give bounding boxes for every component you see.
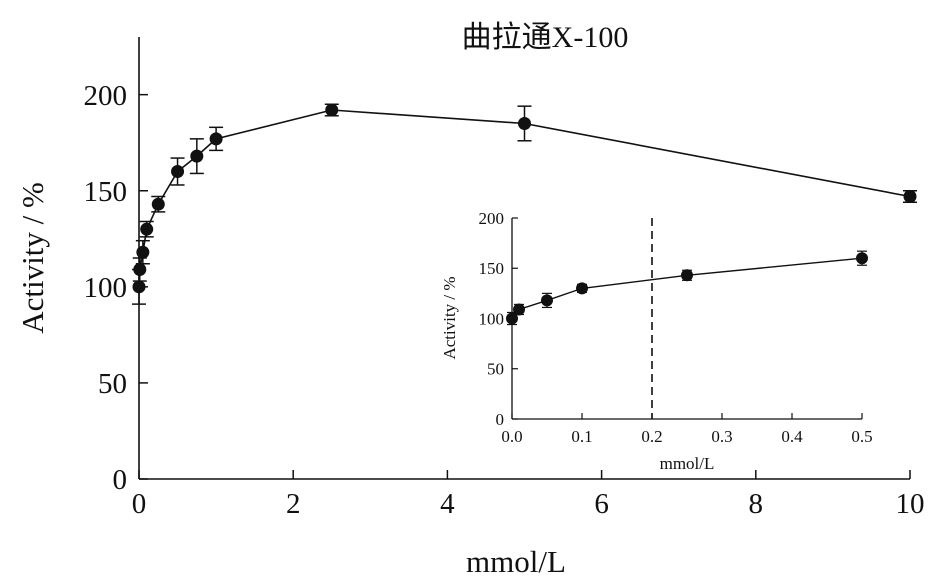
main-data-point [140,222,154,236]
inset-axes [511,218,862,420]
main-x-tick-label: 2 [286,488,301,520]
main-data-point [518,116,531,130]
main-data-point [903,190,917,204]
main-data-point [171,165,185,179]
main-y-tick-label: 100 [84,272,128,304]
main-series [132,103,917,305]
main-data-point [190,149,204,163]
inset-data-point [856,252,868,265]
main-y-axis-ticks: 0 50 100 150 200 [84,80,148,496]
main-x-axis-ticks: 0 2 4 6 8 10 [132,470,925,520]
inset-data-point [681,269,693,282]
inset-y-tick-label: 50 [487,360,504,379]
main-y-axis-label: Activity / % [15,182,50,334]
main-y-tick-label: 150 [84,176,128,208]
inset-x-tick-label: 0.3 [711,427,732,446]
main-x-tick-label: 10 [896,488,925,520]
main-axes [138,37,910,480]
main-y-tick-label: 0 [113,464,128,496]
main-y-tick-label: 50 [98,368,127,400]
inset-x-tick-label: 0.0 [501,427,522,446]
inset-series [506,250,868,326]
inset-x-tick-label: 0.1 [571,427,592,446]
inset-x-axis-ticks: 0.0 0.1 0.2 0.3 0.4 0.5 [501,413,873,446]
inset-x-tick-label: 0.4 [781,427,803,446]
main-y-tick-label: 200 [84,80,128,112]
main-data-point [132,280,146,294]
inset-data-point [506,312,518,325]
inset-x-axis-label: mmol/L [660,454,715,473]
inset-x-tick-label: 0.5 [851,427,872,446]
inset-data-point [541,294,553,307]
inset-y-tick-label: 0 [496,410,505,429]
inset-x-tick-label: 0.2 [641,427,662,446]
inset-data-point [513,303,525,316]
main-data-point [151,197,165,211]
inset-y-axis-label: Activity / % [440,276,459,359]
inset-series-line [511,257,863,319]
inset-y-tick-label: 200 [479,209,505,228]
main-x-tick-label: 0 [132,488,147,520]
inset-data-point [576,282,588,295]
inset-y-tick-label: 100 [479,309,505,328]
main-data-point [133,263,147,277]
main-x-tick-label: 4 [440,488,455,520]
main-data-point [209,132,223,146]
main-x-tick-label: 8 [749,488,764,520]
inset-y-axis-ticks: 0 50 100 150 200 [479,209,518,429]
inset-y-tick-label: 150 [479,259,505,278]
main-x-tick-label: 6 [594,488,609,520]
main-data-point [136,245,150,259]
main-chart-title: 曲拉通X-100 [462,21,629,54]
main-data-point [325,103,339,117]
main-x-axis-label: mmol/L [466,544,566,579]
